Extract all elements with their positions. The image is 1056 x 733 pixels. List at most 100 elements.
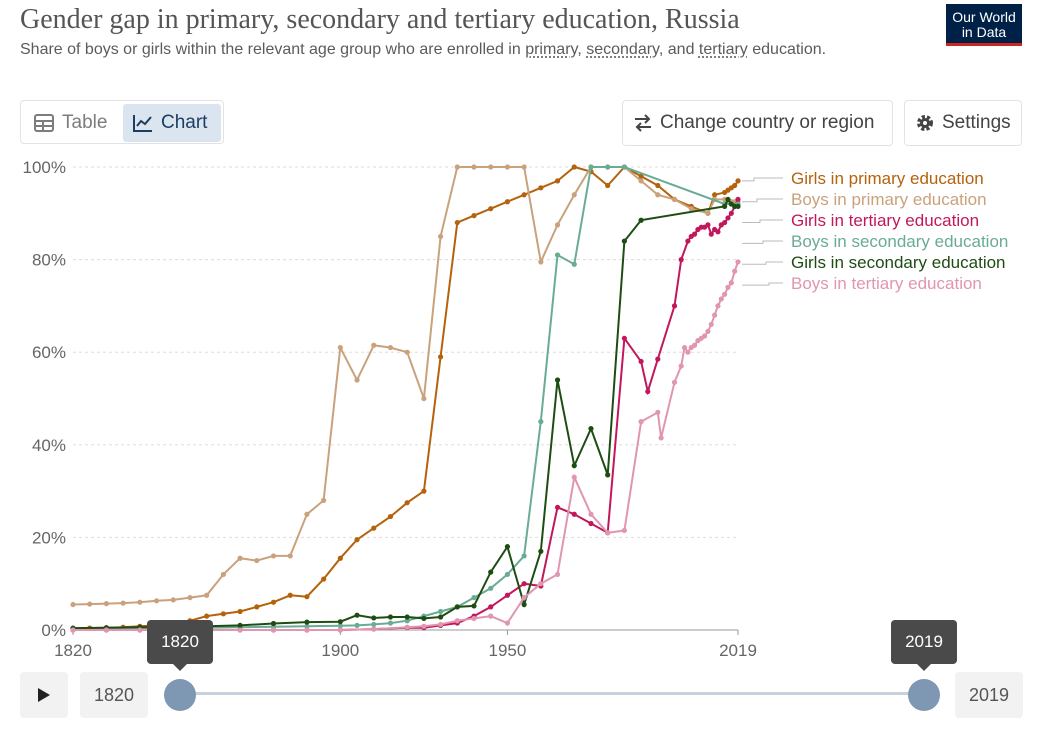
data-point [538, 259, 544, 265]
subtitle-suffix: education. [747, 41, 827, 58]
series-group [70, 164, 741, 632]
data-point [678, 363, 684, 369]
data-point [691, 342, 698, 348]
data-point [321, 497, 327, 503]
data-point [691, 231, 698, 237]
tertiary-link[interactable]: tertiary [698, 41, 748, 58]
data-point [421, 488, 427, 494]
y-tick-label: 60% [32, 343, 66, 362]
grid-lines [73, 166, 738, 631]
data-point [638, 217, 644, 223]
secondary-link[interactable]: secondary [586, 41, 659, 58]
data-point [725, 196, 731, 203]
chart-subtitle: Share of boys or girls within the releva… [20, 40, 870, 60]
data-point [571, 474, 577, 480]
data-point [554, 222, 561, 228]
data-point [621, 335, 627, 341]
data-point [437, 621, 444, 628]
data-point [471, 594, 477, 601]
data-point [732, 182, 738, 189]
gear-icon [917, 115, 933, 131]
data-point [728, 210, 734, 216]
data-point [304, 594, 310, 600]
data-point [270, 627, 277, 633]
settings-button[interactable]: Settings [904, 100, 1022, 146]
tab-chart[interactable]: Chart [123, 104, 221, 142]
data-point [354, 377, 360, 383]
data-point [655, 182, 661, 189]
data-point [371, 525, 377, 531]
data-point [504, 544, 511, 550]
data-point [521, 164, 527, 170]
data-point [387, 513, 394, 520]
data-point [488, 613, 494, 619]
legend-connector [742, 177, 783, 182]
logo-line-1: Our World [952, 9, 1016, 25]
data-point [220, 571, 226, 578]
data-point [725, 215, 731, 221]
data-point [671, 196, 678, 203]
data-point [437, 614, 444, 620]
data-point [70, 627, 76, 633]
end-year-box[interactable]: 2019 [955, 672, 1023, 718]
data-point [621, 238, 627, 244]
data-point [681, 344, 688, 351]
data-point [387, 614, 394, 620]
data-point [137, 599, 143, 605]
data-point [404, 618, 410, 624]
y-tick-label: 20% [32, 528, 66, 547]
data-point [421, 615, 427, 622]
data-point [671, 379, 678, 385]
data-point [504, 164, 511, 170]
data-point [237, 622, 243, 628]
data-point [471, 213, 477, 219]
data-point [337, 555, 343, 561]
data-point [137, 627, 143, 633]
data-point [354, 612, 360, 618]
data-point [538, 581, 544, 587]
data-point [571, 192, 577, 198]
timeline-track[interactable] [180, 692, 924, 695]
start-handle[interactable] [164, 679, 196, 711]
series-group [70, 259, 741, 633]
data-point [437, 608, 444, 615]
swap-arrows-icon [635, 114, 651, 132]
data-point [404, 614, 410, 620]
end-handle[interactable] [908, 679, 940, 711]
data-point [722, 291, 728, 297]
change-country-label: Change country or region [660, 112, 875, 133]
legend-connector [742, 282, 783, 286]
legend-label: Girls in primary education [791, 169, 984, 188]
primary-link[interactable]: primary [525, 41, 578, 58]
data-point [554, 571, 561, 578]
data-point [504, 199, 511, 205]
tab-table[interactable]: Table [24, 104, 122, 142]
y-tick-label: 0% [41, 621, 66, 640]
end-year-tooltip: 2019 [891, 620, 957, 671]
data-point [655, 409, 661, 415]
x-tick-label: 1820 [54, 641, 92, 660]
data-point [521, 594, 527, 601]
data-point [735, 203, 741, 209]
legend-label: Boys in secondary education [791, 232, 1008, 251]
data-point [187, 594, 193, 601]
owid-logo[interactable]: Our World in Data [946, 4, 1022, 46]
data-point [685, 349, 691, 355]
series-group [70, 164, 741, 608]
tab-chart-label: Chart [161, 112, 208, 133]
data-point [404, 624, 410, 630]
data-point [421, 395, 427, 402]
series-line [72, 166, 738, 606]
data-point [588, 164, 594, 170]
legend-connector [742, 261, 783, 265]
play-button[interactable] [20, 672, 68, 718]
data-point [621, 164, 627, 170]
data-point [371, 621, 377, 628]
page-title: Gender gap in primary, secondary and ter… [20, 4, 740, 35]
change-country-button[interactable]: Change country or region [622, 100, 893, 146]
data-point [488, 585, 494, 591]
data-point [538, 548, 544, 554]
data-point [705, 222, 711, 228]
data-point [270, 599, 277, 605]
start-year-box[interactable]: 1820 [80, 672, 148, 718]
